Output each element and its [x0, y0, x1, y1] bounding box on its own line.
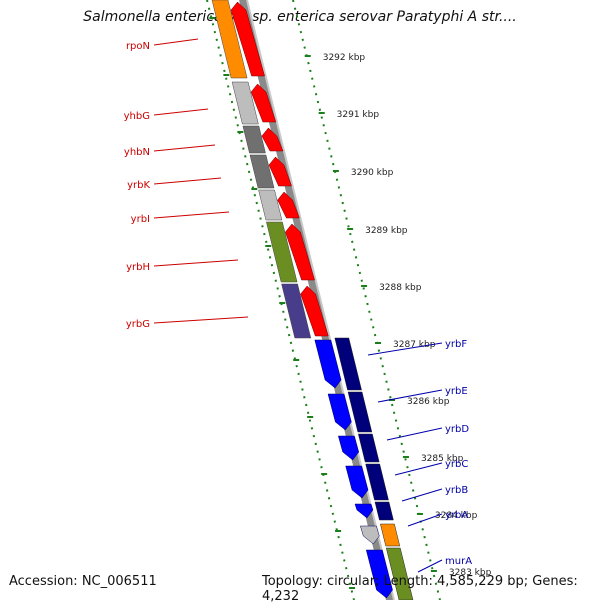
- forward-cds-arrow: [268, 156, 292, 187]
- forward-gene-label: yhbG: [124, 111, 150, 122]
- reverse-gene-leader: [367, 342, 443, 356]
- reverse-cog-strip: [380, 523, 401, 547]
- forward-cds-arrow: [300, 285, 329, 337]
- reverse-gene-label: yrbA: [445, 510, 468, 521]
- reverse-cds-arrow: [360, 525, 380, 545]
- reverse-gene-leader: [401, 488, 443, 502]
- forward-cds-arrow: [261, 127, 284, 152]
- cog-strip: [281, 283, 312, 339]
- forward-gene-leader: [153, 259, 239, 267]
- scale-label: 3288 kbp: [379, 283, 422, 293]
- reverse-cds-arrow: [314, 339, 342, 389]
- scale-label: 3292 kbp: [323, 53, 366, 63]
- reverse-cog-strip: [358, 433, 380, 463]
- forward-gene-label: yrbH: [126, 262, 150, 273]
- scale-label: 3290 kbp: [351, 168, 394, 178]
- reverse-gene-leader: [417, 559, 443, 573]
- cog-strip: [258, 189, 283, 221]
- cog-strip: [242, 125, 266, 154]
- scale-label: 3291 kbp: [337, 110, 380, 120]
- forward-gene-label: rpoN: [126, 41, 150, 52]
- forward-cds-arrow: [277, 191, 300, 219]
- reverse-gene-label: murA: [445, 556, 472, 567]
- forward-gene-leader: [153, 144, 216, 152]
- forward-gene-leader: [153, 38, 199, 46]
- cog-strip: [266, 221, 298, 283]
- scale-label: 3287 kbp: [393, 340, 436, 350]
- reverse-cds-arrow: [338, 435, 360, 461]
- reverse-cog-strip: [365, 463, 389, 501]
- reverse-cog-strip: [334, 337, 362, 391]
- forward-gene-label: yrbK: [127, 180, 150, 191]
- reverse-gene-leader: [386, 427, 443, 441]
- forward-cds-arrow: [285, 223, 315, 281]
- reverse-cds-arrow: [365, 549, 393, 599]
- cog-strip: [231, 81, 259, 125]
- forward-cds-arrow: [230, 1, 265, 77]
- reverse-cog-strip: [374, 501, 394, 521]
- forward-gene-leader: [153, 316, 249, 324]
- reverse-gene-leader: [377, 389, 443, 403]
- scale-label: 3289 kbp: [365, 226, 408, 236]
- reverse-cog-strip: [347, 391, 373, 433]
- forward-cds-arrow: [250, 83, 277, 123]
- map-title: Salmonella enterica subsp. enterica sero…: [83, 9, 517, 25]
- reverse-cds-arrow: [345, 465, 369, 499]
- reverse-gene-label: yrbC: [445, 459, 468, 470]
- backbone-highlight: [246, 0, 395, 600]
- scale-label: 3284 kbp: [435, 511, 478, 521]
- scale-label: 3285 kbp: [421, 454, 464, 464]
- reverse-cds-arrow: [354, 503, 374, 519]
- tick-rail-inner: [206, 0, 355, 600]
- reverse-gene-label: yrbF: [445, 339, 467, 350]
- forward-gene-label: yhbN: [124, 147, 150, 158]
- reverse-cog-strip: [385, 547, 414, 600]
- forward-gene-leader: [153, 108, 209, 116]
- reverse-gene-label: yrbB: [445, 485, 468, 496]
- scale-label: 3283 kbp: [449, 568, 492, 578]
- accession-label: Accession: NC_006511: [9, 574, 157, 589]
- reverse-gene-label: yrbD: [445, 424, 469, 435]
- forward-gene-leader: [153, 211, 230, 219]
- cog-strip: [211, 0, 248, 79]
- forward-gene-label: yrbI: [131, 214, 150, 225]
- scale-label: 3286 kbp: [407, 397, 450, 407]
- reverse-cds-arrow: [327, 393, 352, 431]
- cog-strip: [249, 154, 275, 189]
- forward-gene-label: yrbG: [126, 319, 150, 330]
- reverse-gene-label: yrbE: [445, 386, 468, 397]
- reverse-gene-leader: [407, 513, 443, 527]
- forward-gene-leader: [153, 177, 222, 185]
- reverse-gene-leader: [394, 462, 443, 476]
